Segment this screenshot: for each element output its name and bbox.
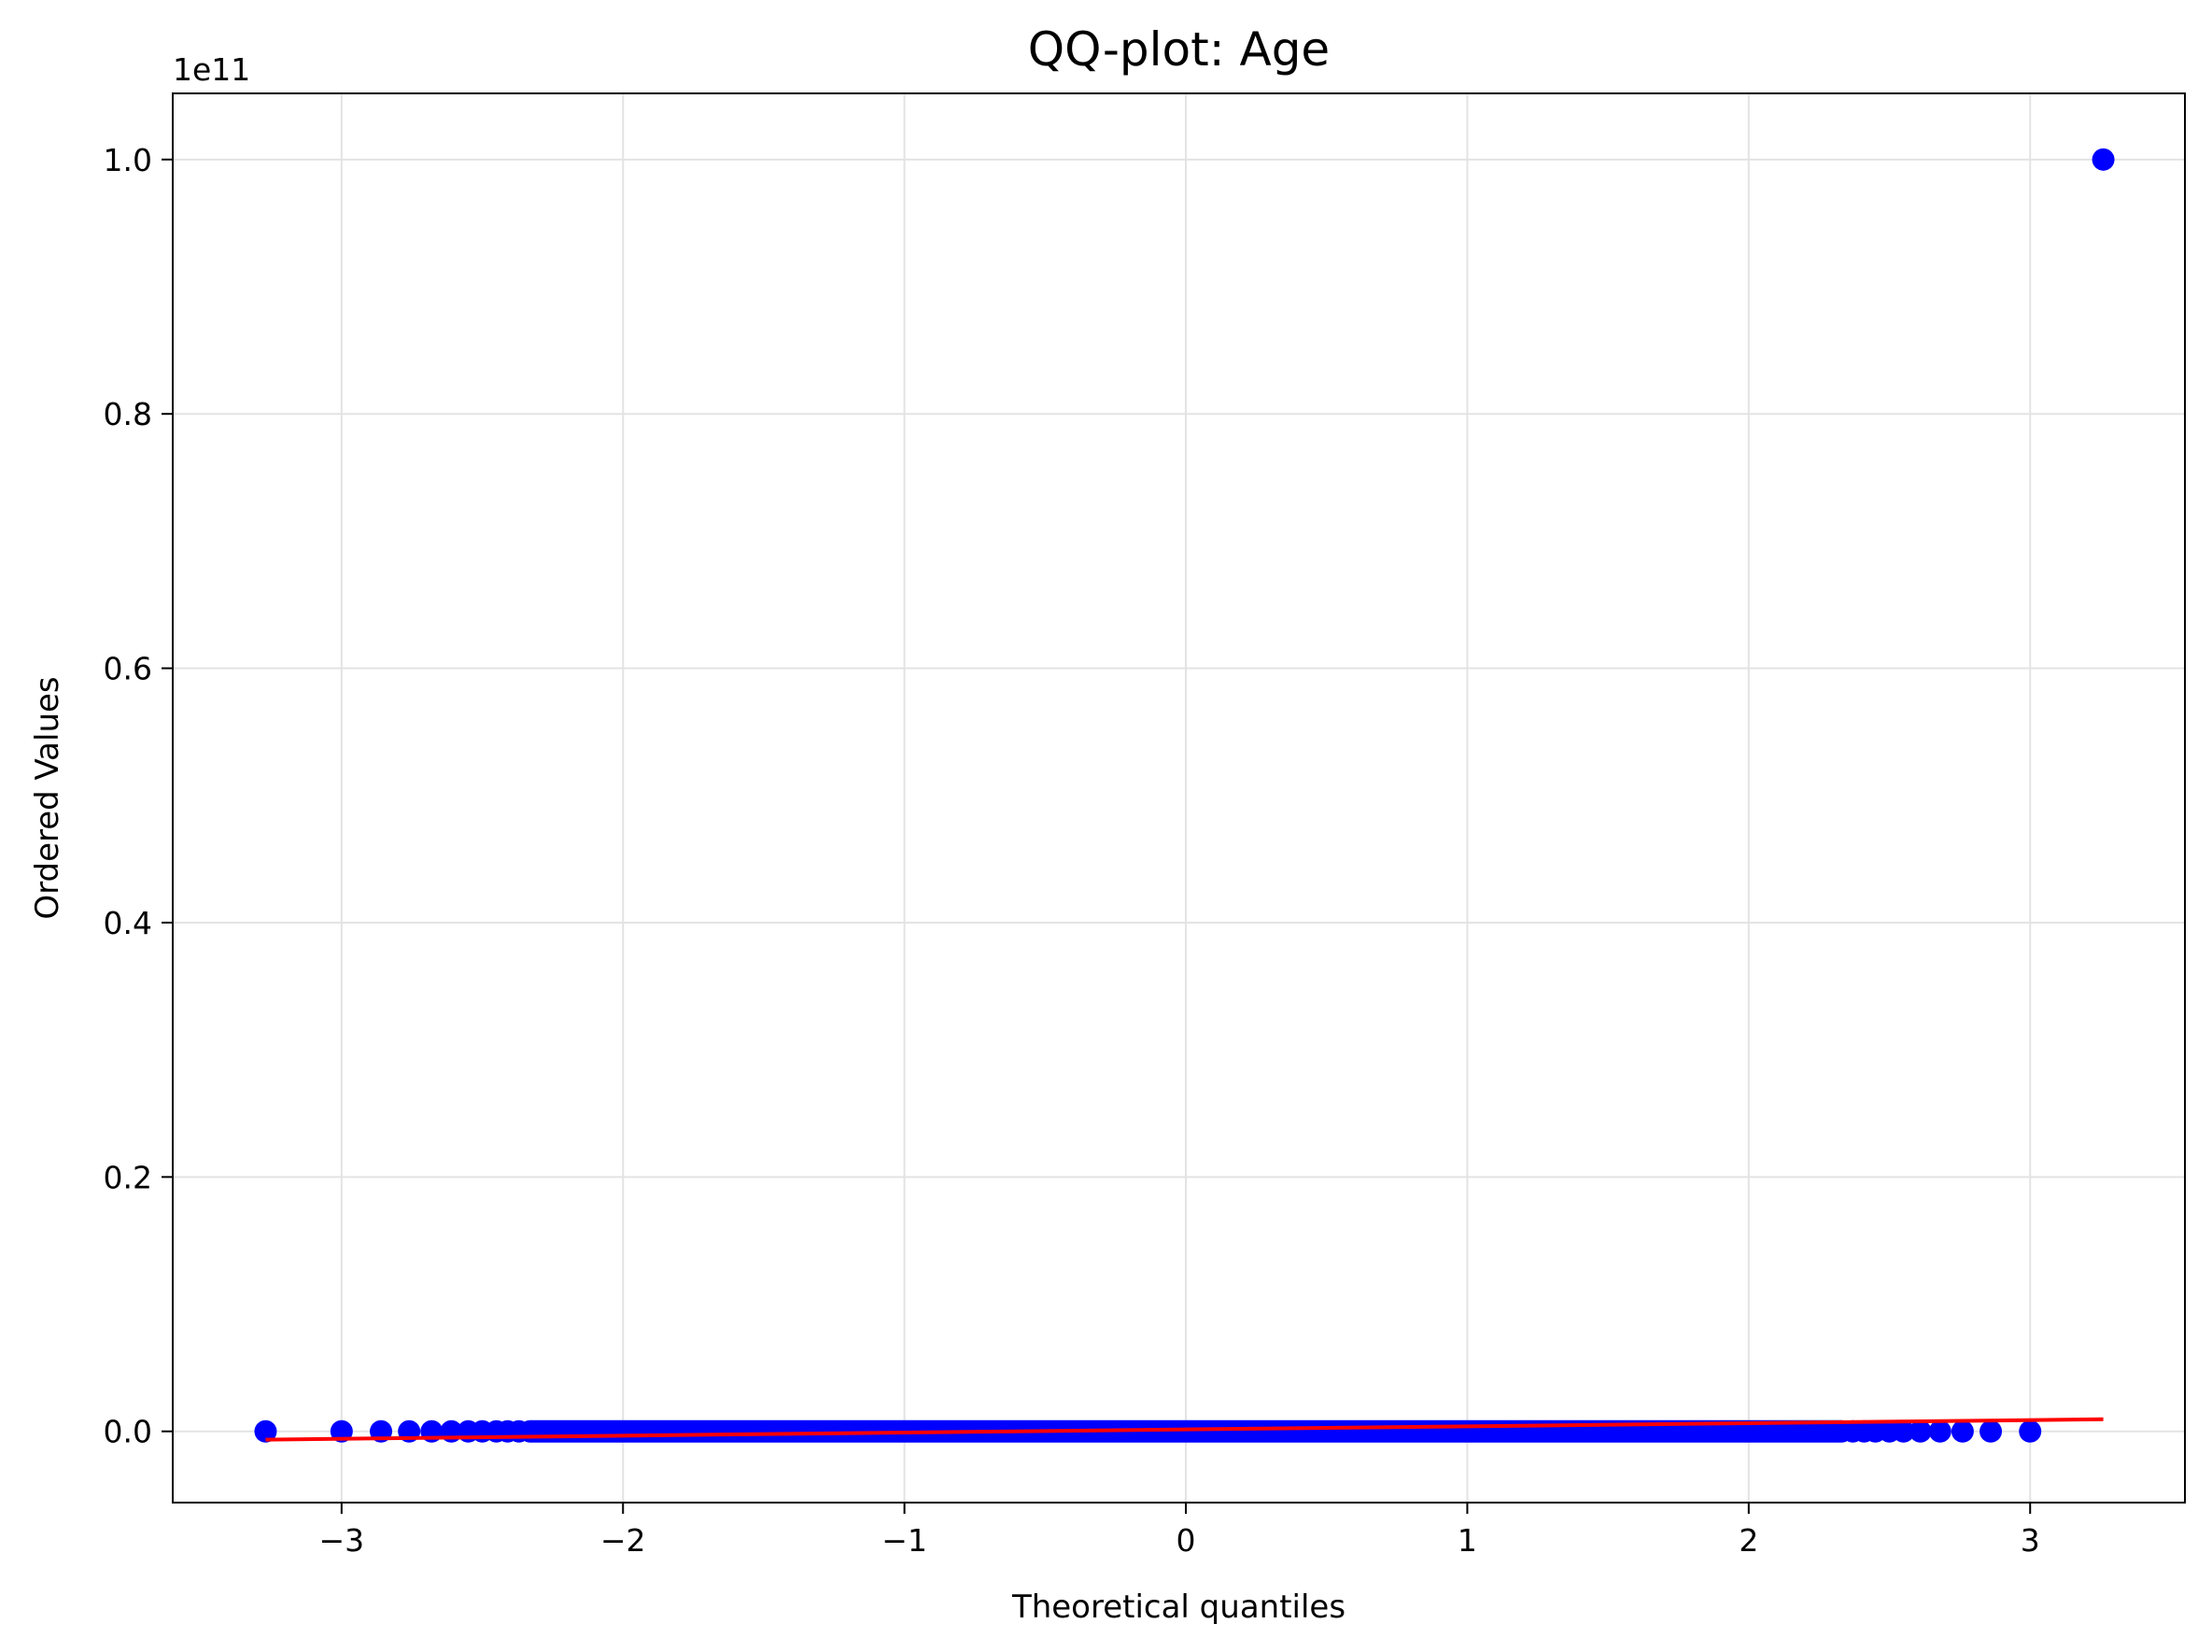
- y-axis-label: Ordered Values: [29, 676, 66, 919]
- data-point: [1928, 1419, 1951, 1443]
- data-point: [2019, 1419, 2042, 1443]
- data-point: [2092, 148, 2115, 171]
- data-point: [1980, 1419, 2003, 1443]
- x-axis-label: Theoretical quantiles: [1011, 1588, 1346, 1626]
- x-tick-label: −3: [319, 1522, 365, 1559]
- x-tick-label: 0: [1176, 1522, 1196, 1559]
- x-tick-label: 3: [2021, 1522, 2040, 1559]
- y-tick-label: 0.0: [104, 1414, 152, 1450]
- data-point: [254, 1419, 277, 1443]
- chart-title: QQ-plot: Age: [1028, 22, 1330, 77]
- fit-line: [265, 1417, 2104, 1442]
- y-tick-label: 0.8: [104, 396, 152, 432]
- x-tick-label: 1: [1458, 1522, 1477, 1559]
- x-tick-label: 2: [1739, 1522, 1758, 1559]
- data-point: [1951, 1419, 1974, 1443]
- data-point: [1892, 1419, 1915, 1443]
- y-tick-label: 0.2: [104, 1159, 152, 1195]
- grid-lines: [173, 93, 2185, 1503]
- data-point: [1909, 1419, 1932, 1443]
- axis-ticks: −3 −2 −1 0 1 2 3 0.0 0.2 0.4 0.6 0.8 1.0: [104, 142, 2040, 1559]
- x-tick-label: −2: [600, 1522, 646, 1559]
- y-tick-label: 0.4: [104, 905, 152, 941]
- x-tick-label: −1: [881, 1522, 927, 1559]
- axes-frame: [172, 92, 2186, 1504]
- y-tick-label: 0.6: [104, 651, 152, 687]
- fit-line-layer: [265, 1417, 2104, 1442]
- data-point: [507, 1419, 530, 1443]
- y-axis-scale-factor: 1e11: [173, 51, 250, 88]
- y-tick-label: 1.0: [104, 142, 152, 178]
